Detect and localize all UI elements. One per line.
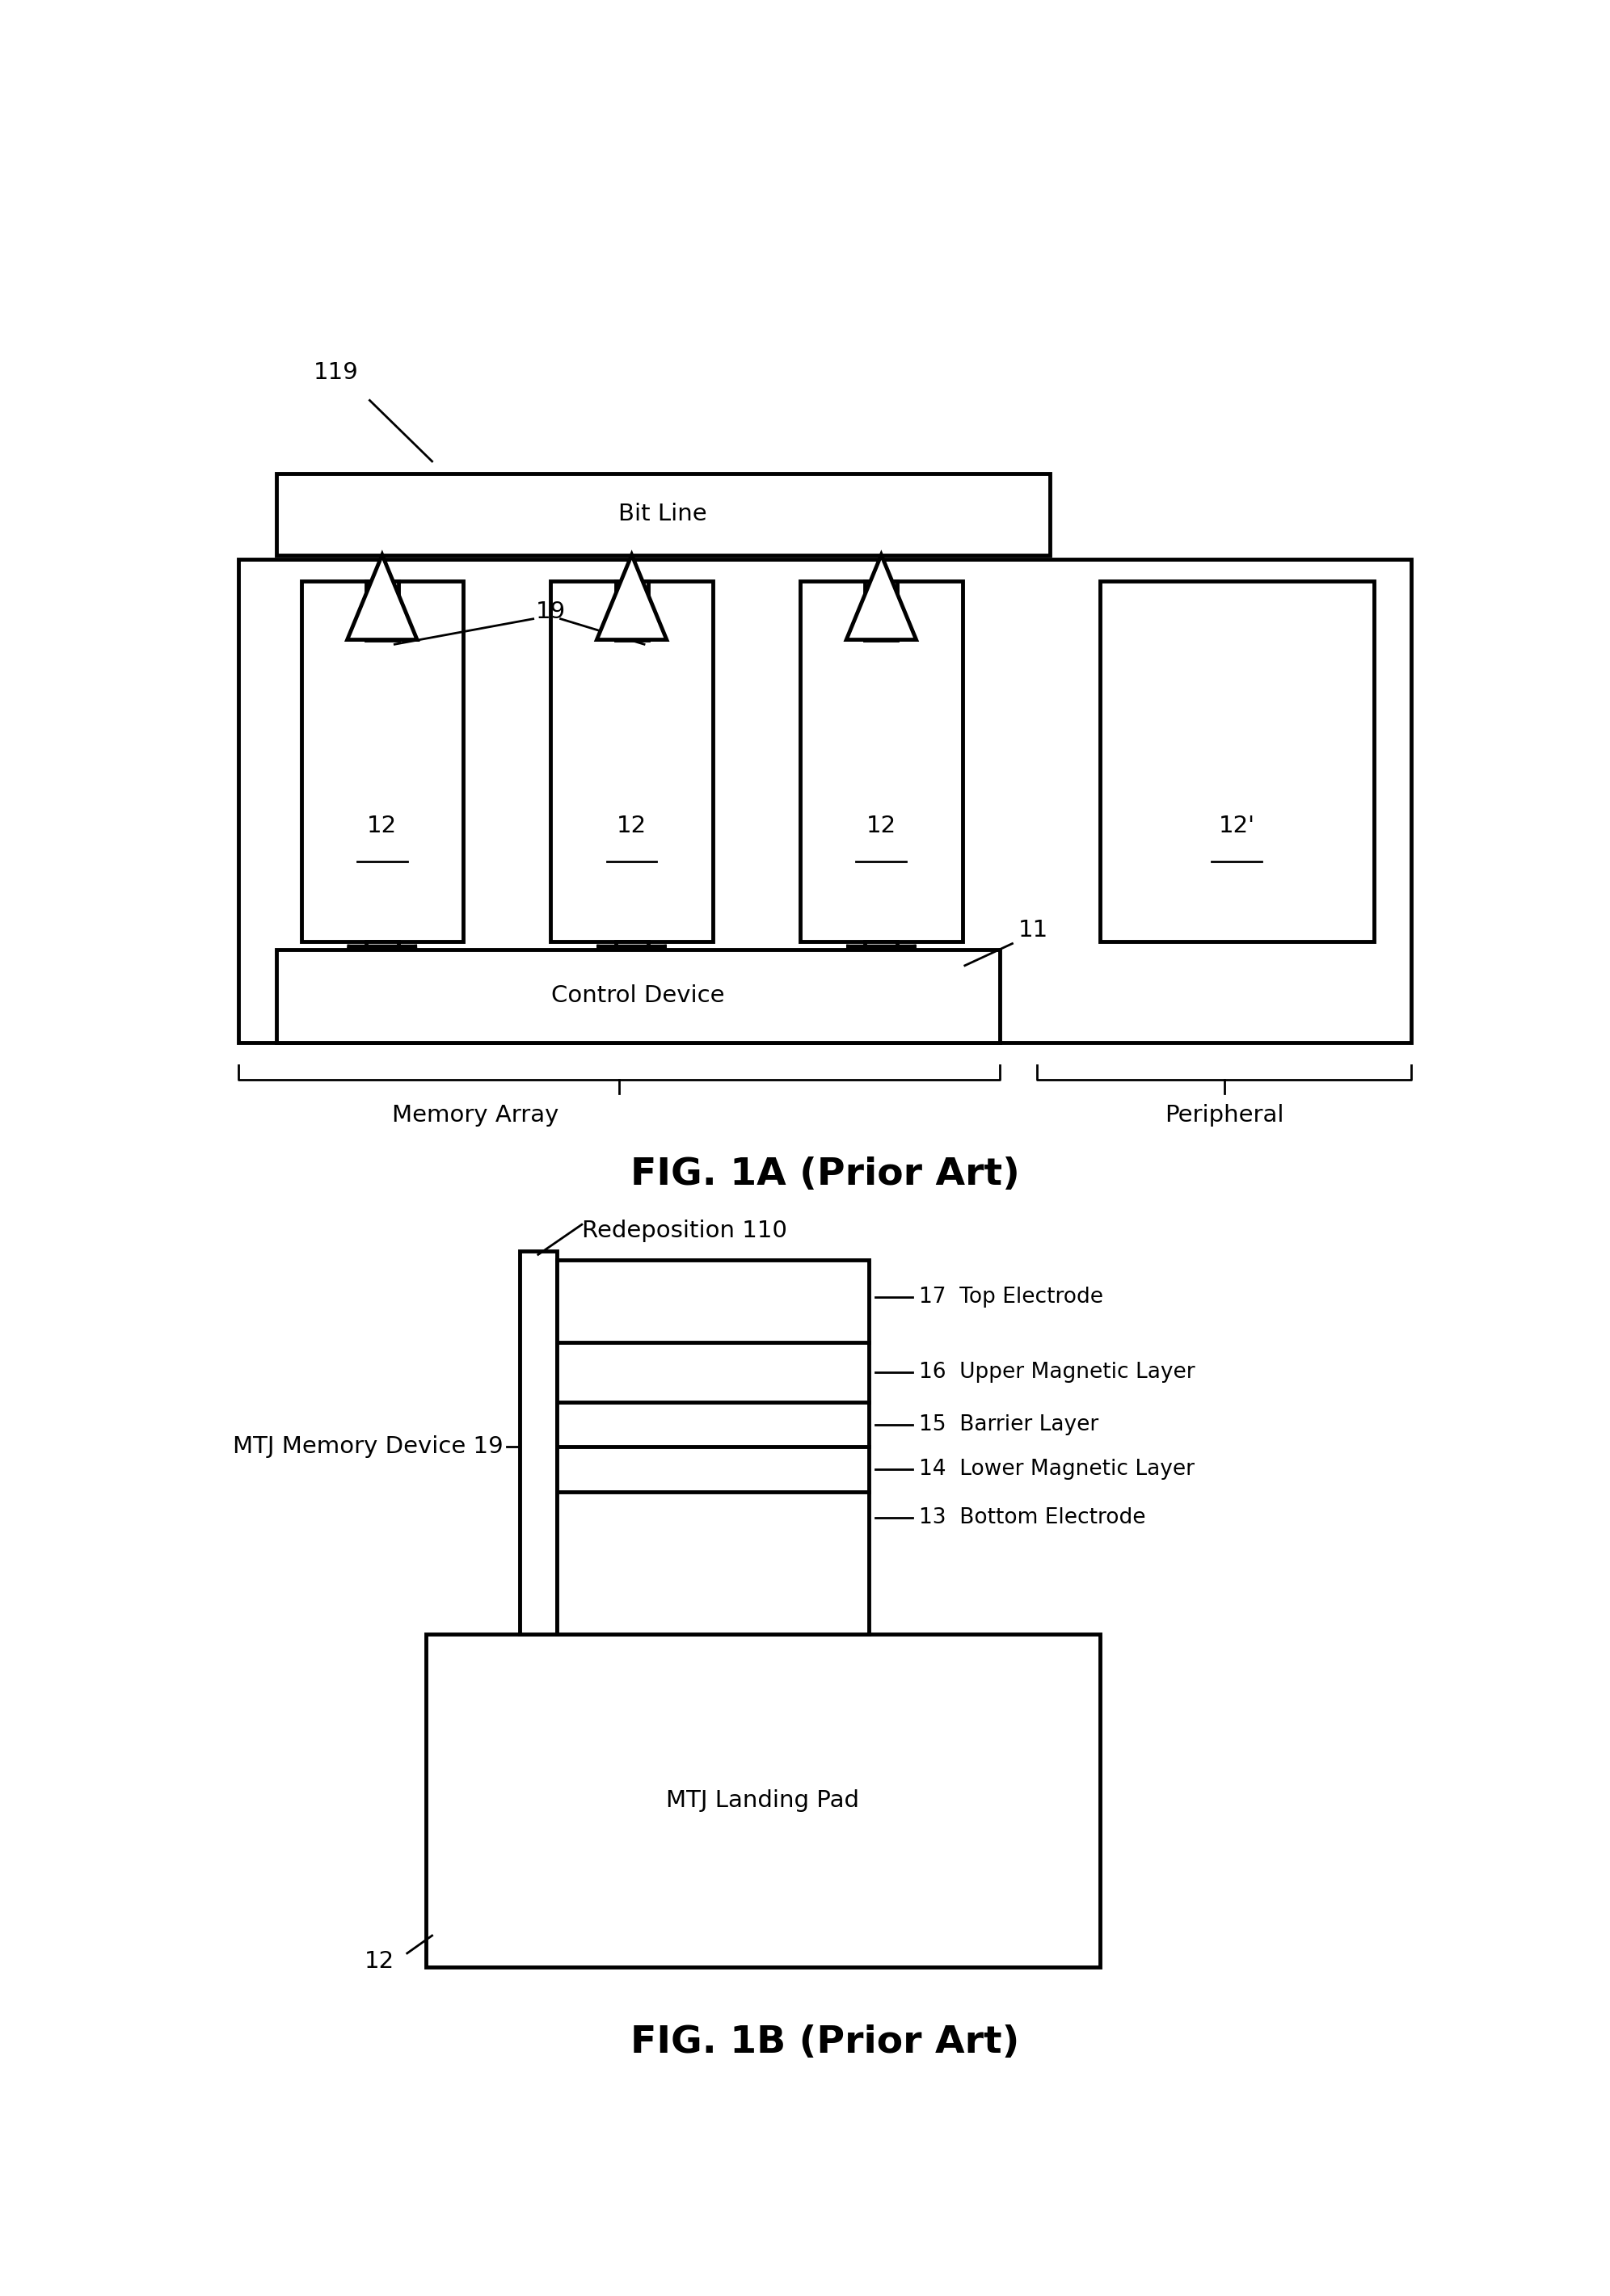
Bar bbox=[425, 1635, 1100, 1968]
Text: 12: 12 bbox=[367, 815, 398, 838]
Text: FIG. 1A (Prior Art): FIG. 1A (Prior Art) bbox=[631, 1157, 1019, 1194]
Text: 12: 12 bbox=[866, 815, 897, 838]
Polygon shape bbox=[348, 556, 417, 641]
Bar bbox=[520, 1251, 557, 1635]
Text: 16  Upper Magnetic Layer: 16 Upper Magnetic Layer bbox=[919, 1362, 1195, 1382]
Text: 11: 11 bbox=[1019, 918, 1048, 941]
Bar bbox=[277, 948, 1000, 1042]
Bar bbox=[865, 941, 897, 946]
Polygon shape bbox=[597, 556, 667, 641]
Text: 12: 12 bbox=[364, 1949, 394, 1972]
Text: 13  Bottom Electrode: 13 Bottom Electrode bbox=[919, 1508, 1145, 1529]
Bar bbox=[1100, 581, 1373, 941]
Bar bbox=[301, 581, 464, 941]
Text: 119: 119 bbox=[314, 360, 359, 383]
Text: MTJ Landing Pad: MTJ Landing Pad bbox=[667, 1789, 860, 1812]
Polygon shape bbox=[348, 946, 417, 948]
Bar bbox=[557, 1261, 869, 1635]
Text: 12': 12' bbox=[1219, 815, 1256, 838]
Text: FIG. 1B (Prior Art): FIG. 1B (Prior Art) bbox=[631, 2025, 1019, 2062]
Bar bbox=[277, 473, 1050, 556]
Text: Bit Line: Bit Line bbox=[618, 503, 707, 526]
Text: 19: 19 bbox=[536, 602, 565, 622]
Polygon shape bbox=[597, 946, 667, 948]
Bar bbox=[615, 581, 647, 641]
Bar bbox=[365, 581, 398, 641]
Bar bbox=[238, 558, 1412, 1042]
Bar bbox=[551, 581, 713, 941]
Polygon shape bbox=[847, 946, 916, 948]
Text: Control Device: Control Device bbox=[551, 985, 724, 1008]
Text: Memory Array: Memory Array bbox=[393, 1104, 559, 1127]
Text: 12: 12 bbox=[617, 815, 647, 838]
Text: Peripheral: Peripheral bbox=[1164, 1104, 1285, 1127]
Text: 17  Top Electrode: 17 Top Electrode bbox=[919, 1286, 1103, 1309]
Bar bbox=[615, 941, 647, 946]
Polygon shape bbox=[847, 556, 916, 641]
Text: 14  Lower Magnetic Layer: 14 Lower Magnetic Layer bbox=[919, 1458, 1195, 1481]
Bar bbox=[365, 941, 398, 946]
Text: MTJ Memory Device 19: MTJ Memory Device 19 bbox=[232, 1435, 502, 1458]
Bar bbox=[800, 581, 963, 941]
Text: Redeposition 110: Redeposition 110 bbox=[581, 1219, 787, 1242]
Text: 15  Barrier Layer: 15 Barrier Layer bbox=[919, 1414, 1098, 1435]
Bar bbox=[865, 581, 897, 641]
